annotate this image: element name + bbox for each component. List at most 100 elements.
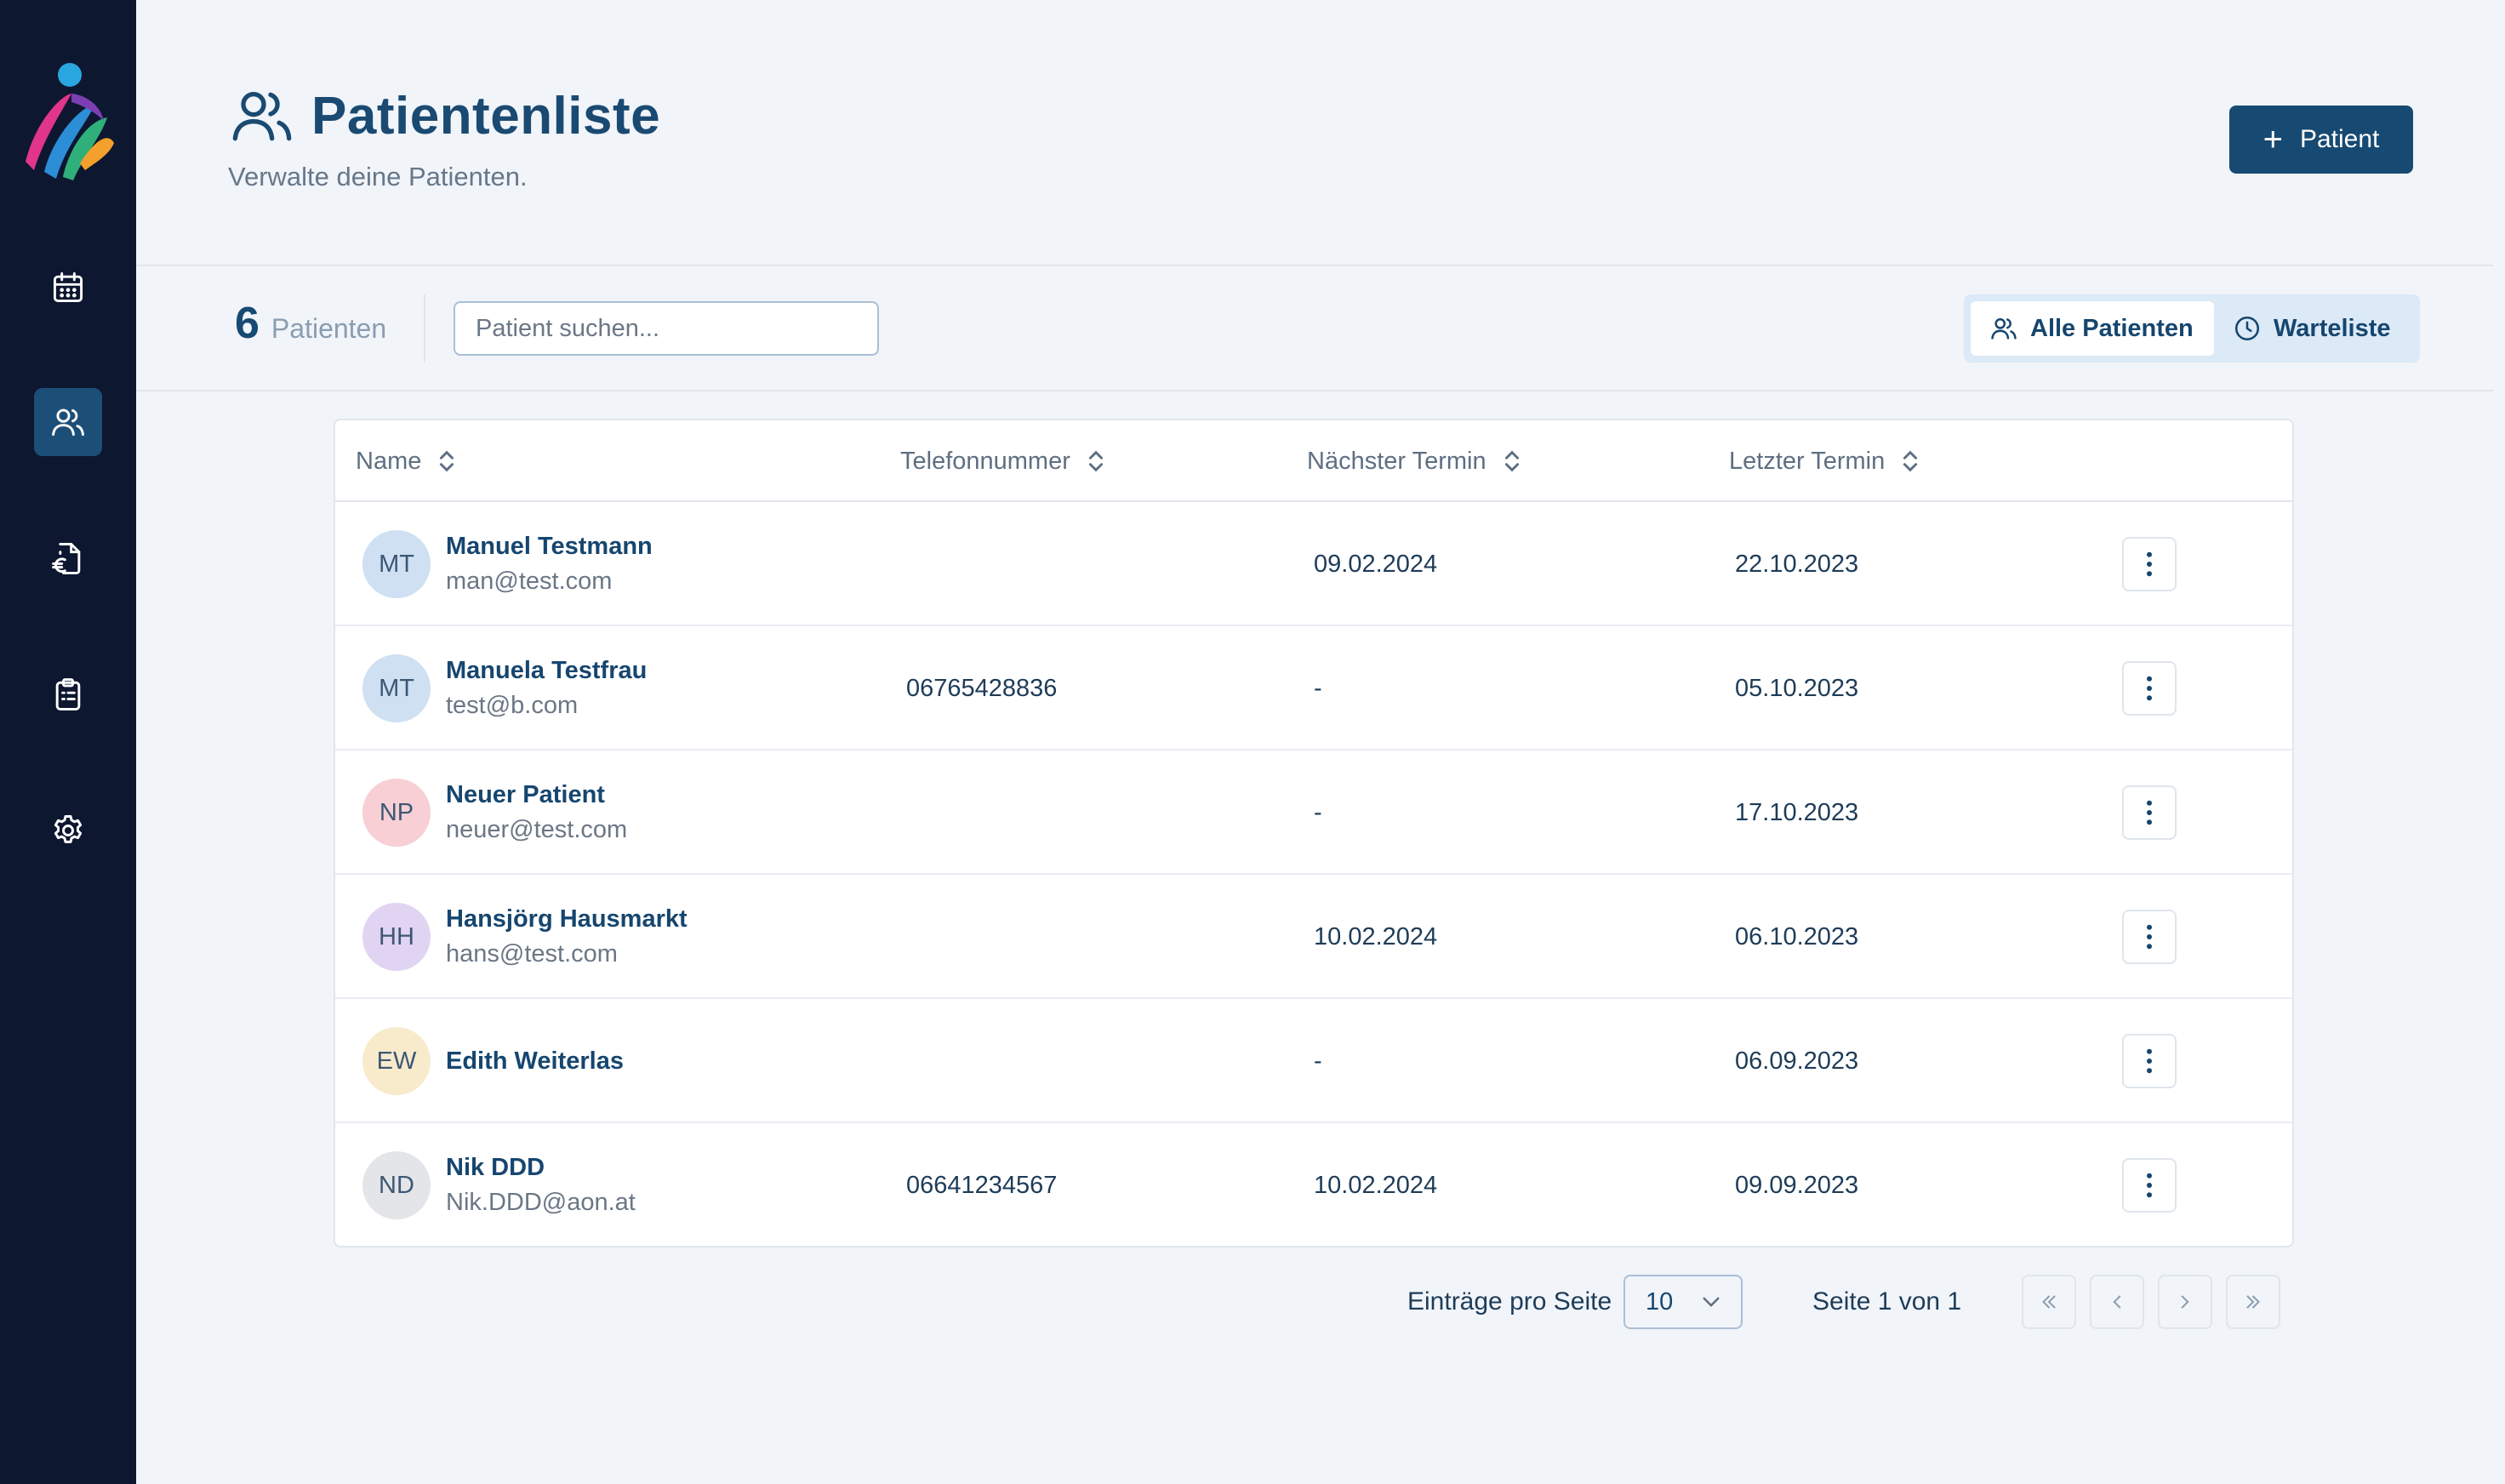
table-row[interactable]: HH Hansjörg Hausmarkt hans@test.com 10.0…: [335, 875, 2292, 999]
column-header-name[interactable]: Name: [356, 420, 457, 502]
row-actions-button[interactable]: [2122, 1034, 2177, 1088]
sidebar: [0, 0, 136, 1484]
tab-waitlist[interactable]: Warteliste: [2214, 301, 2410, 356]
divider: [424, 294, 425, 362]
page-info: Seite 1 von 1: [1812, 1287, 1962, 1316]
chevron-down-icon: [1703, 1297, 1720, 1307]
add-patient-label: Patient: [2299, 125, 2380, 153]
page-subtitle: Verwalte deine Patienten.: [228, 162, 528, 191]
table-row[interactable]: ND Nik DDD Nik.DDD@aon.at 06641234567 10…: [335, 1123, 2292, 1246]
table-header: Name Telefonnummer Nächster Termin Letzt…: [335, 420, 2292, 502]
nav-reports[interactable]: [34, 660, 102, 728]
page-header: Patientenliste Verwalte deine Patienten.: [228, 82, 660, 192]
divider: [136, 390, 2493, 391]
patient-phone: 06641234567: [906, 1171, 1058, 1199]
sort-icon: [1504, 450, 1519, 472]
sort-icon: [1903, 450, 1918, 472]
patient-name-block: Manuela Testfrau test@b.com: [446, 626, 647, 751]
nav-patients[interactable]: [34, 388, 102, 456]
more-vertical-icon: [2147, 924, 2152, 950]
first-page-button[interactable]: [2022, 1275, 2076, 1329]
more-vertical-icon: [2147, 551, 2152, 577]
patient-email: hans@test.com: [446, 940, 618, 967]
next-appointment: -: [1314, 674, 1322, 702]
patient-table: Name Telefonnummer Nächster Termin Letzt…: [334, 419, 2294, 1247]
per-page-value: 10: [1646, 1287, 1674, 1316]
nav-settings[interactable]: [34, 796, 102, 865]
avatar: ND: [362, 1151, 431, 1219]
next-appointment: -: [1314, 1047, 1322, 1075]
patient-count-number: 6: [235, 299, 260, 348]
column-header-next-appointment[interactable]: Nächster Termin: [1307, 420, 1522, 502]
divider: [136, 265, 2493, 266]
column-header-label: Name: [356, 447, 422, 475]
nav-invoices[interactable]: [34, 524, 102, 592]
patient-name[interactable]: Manuela Testfrau: [446, 657, 648, 684]
table-row[interactable]: NP Neuer Patient neuer@test.com - 17.10.…: [335, 751, 2292, 875]
nav-calendar[interactable]: [34, 254, 102, 322]
next-page-button[interactable]: [2158, 1275, 2212, 1329]
chevron-left-icon: [2113, 1295, 2121, 1309]
users-icon: [1991, 317, 2017, 340]
patient-name[interactable]: Hansjörg Hausmarkt: [446, 905, 688, 933]
table-row[interactable]: MT Manuela Testfrau test@b.com 067654288…: [335, 626, 2292, 751]
last-appointment: 22.10.2023: [1735, 550, 1859, 578]
row-actions-button[interactable]: [2122, 1158, 2177, 1213]
calendar-icon: [53, 272, 83, 303]
patient-name[interactable]: Nik DDD: [446, 1154, 545, 1181]
patient-name-block: Hansjörg Hausmarkt hans@test.com: [446, 875, 688, 999]
page-title: Patientenliste: [311, 86, 661, 146]
avatar: NP: [362, 779, 431, 847]
patient-filter-toggle: Alle Patienten Warteliste: [1964, 294, 2420, 362]
patient-name-block: Nik DDD Nik.DDD@aon.at: [446, 1123, 636, 1246]
patient-name[interactable]: Neuer Patient: [446, 781, 605, 808]
more-vertical-icon: [2147, 800, 2152, 825]
add-patient-button[interactable]: + Patient: [2229, 106, 2413, 174]
table-row[interactable]: MT Manuel Testmann man@test.com 09.02.20…: [335, 502, 2292, 626]
per-page-label: Einträge pro Seite: [1407, 1287, 1612, 1316]
avatar: HH: [362, 903, 431, 971]
tab-all-patients[interactable]: Alle Patienten: [1971, 301, 2214, 356]
avatar: EW: [362, 1027, 431, 1095]
tab-waitlist-label: Warteliste: [2274, 314, 2391, 342]
next-appointment: -: [1314, 798, 1322, 826]
row-actions-button[interactable]: [2122, 537, 2177, 591]
last-appointment: 17.10.2023: [1735, 798, 1859, 826]
more-vertical-icon: [2147, 676, 2152, 701]
row-actions-button[interactable]: [2122, 910, 2177, 964]
patient-name-block: Edith Weiterlas: [446, 999, 624, 1123]
column-header-phone[interactable]: Telefonnummer: [900, 420, 1106, 502]
column-header-last-appointment[interactable]: Letzter Termin: [1729, 420, 1920, 502]
patient-email: Nik.DDD@aon.at: [446, 1189, 636, 1216]
chevrons-right-icon: [2246, 1295, 2260, 1309]
row-actions-button[interactable]: [2122, 661, 2177, 716]
patient-name[interactable]: Manuel Testmann: [446, 533, 653, 560]
euro-document-icon: [52, 543, 81, 574]
patient-name-block: Neuer Patient neuer@test.com: [446, 751, 627, 875]
patient-name-block: Manuel Testmann man@test.com: [446, 502, 653, 626]
patient-count: 6 Patienten: [235, 298, 386, 349]
last-appointment: 06.10.2023: [1735, 922, 1859, 950]
patient-email: man@test.com: [446, 568, 613, 595]
last-page-button[interactable]: [2226, 1275, 2280, 1329]
tab-all-patients-label: Alle Patienten: [2030, 314, 2194, 342]
last-appointment: 06.09.2023: [1735, 1047, 1859, 1075]
previous-page-button[interactable]: [2090, 1275, 2144, 1329]
sort-icon: [1088, 450, 1103, 472]
row-actions-button[interactable]: [2122, 785, 2177, 840]
clock-icon: [2234, 316, 2260, 341]
avatar-initials: HH: [379, 922, 414, 950]
next-appointment: 10.02.2024: [1314, 922, 1438, 950]
patient-email: neuer@test.com: [446, 816, 628, 843]
chevron-right-icon: [2181, 1295, 2189, 1309]
search-input[interactable]: [454, 301, 879, 356]
chevrons-left-icon: [2042, 1295, 2056, 1309]
avatar: MT: [362, 530, 431, 598]
table-row[interactable]: EW Edith Weiterlas - 06.09.2023: [335, 999, 2292, 1123]
patient-phone: 06765428836: [906, 674, 1058, 702]
patient-email: test@b.com: [446, 692, 579, 719]
plus-icon: +: [2262, 121, 2283, 158]
patient-name[interactable]: Edith Weiterlas: [446, 1047, 624, 1075]
app-logo[interactable]: [19, 61, 119, 180]
per-page-select[interactable]: 10: [1623, 1275, 1743, 1329]
